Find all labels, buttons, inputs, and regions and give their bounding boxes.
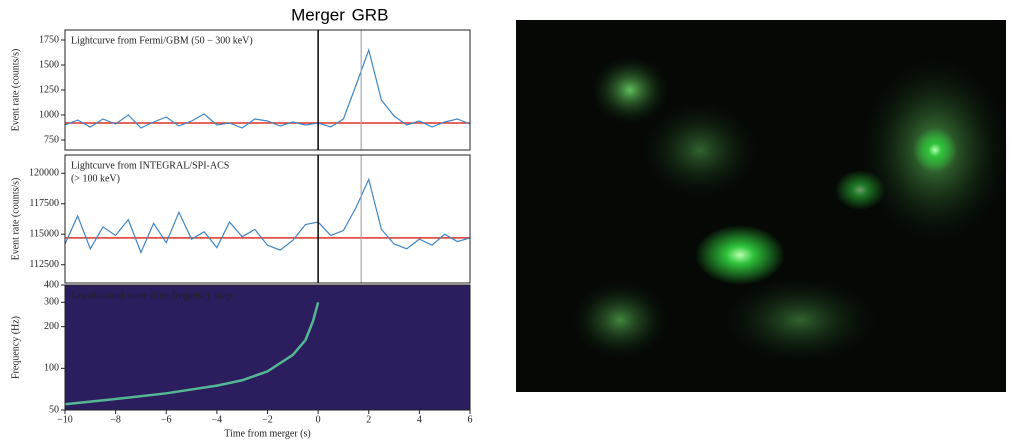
- x-tick-label: 0: [316, 414, 321, 425]
- y-tick-label: 50: [49, 404, 59, 415]
- y-tick-label: 200: [44, 321, 59, 332]
- y-tick-label: 400: [44, 279, 59, 290]
- panel-frame: [64, 154, 471, 284]
- y-tick-label: 112500: [29, 259, 59, 270]
- x-tick-label: 4: [417, 414, 422, 425]
- y-tick-label: 117500: [29, 198, 59, 209]
- y-tick-label: 1250: [39, 84, 59, 95]
- y-tick-label: 115000: [29, 229, 59, 240]
- series-line: [64, 177, 471, 255]
- panel-title: Lightcurve from Fermi/GBM (50 − 300 keV): [71, 35, 253, 46]
- y-tick-label: 1750: [39, 34, 59, 45]
- panel-title: Lightcurve from INTEGRAL/SPI-ACS: [71, 160, 229, 171]
- x-tick-label: 6: [468, 414, 473, 425]
- x-tick-label: −8: [110, 414, 121, 425]
- y-tick-label: 1000: [39, 109, 59, 120]
- y-tick-label: 750: [44, 134, 59, 145]
- spectrogram-background: [65, 285, 470, 410]
- series-line: [64, 47, 471, 129]
- x-tick-label: −2: [262, 414, 273, 425]
- y-axis-label: Frequency (Hz): [10, 316, 21, 379]
- y-tick-label: 120000: [29, 168, 59, 179]
- panel-frame: [64, 284, 471, 411]
- panel-frame: [64, 29, 471, 151]
- x-tick-label: −6: [161, 414, 172, 425]
- y-tick-label: 100: [44, 363, 59, 374]
- x-tick-label: 2: [366, 414, 371, 425]
- x-axis-label: Time from merger (s): [224, 428, 310, 439]
- x-tick-label: −10: [57, 414, 73, 425]
- y-axis-label: Event rate (counts/s): [10, 178, 21, 261]
- photo: [516, 20, 1010, 392]
- grb-label: GRB: [352, 5, 389, 24]
- panel-title: Gravitational-wave time-frequency map: [71, 290, 231, 301]
- x-tick-label: −4: [212, 414, 223, 425]
- merger-label: Merger: [291, 5, 345, 24]
- panel-subtitle: (> 100 keV): [71, 173, 120, 184]
- y-axis-label: Event rate (counts/s): [10, 49, 21, 132]
- series-line: [64, 301, 320, 406]
- y-tick-label: 300: [44, 297, 59, 308]
- y-tick-label: 1500: [39, 59, 59, 70]
